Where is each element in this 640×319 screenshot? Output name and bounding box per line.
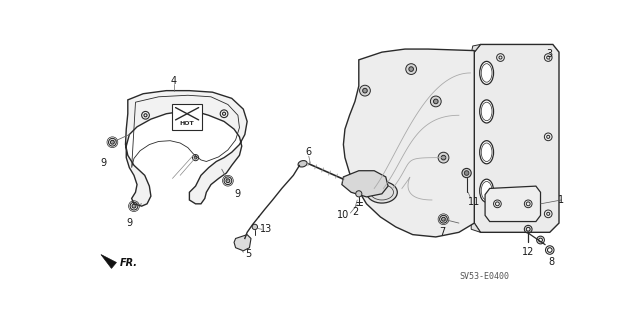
Polygon shape <box>101 255 116 268</box>
Text: 12: 12 <box>522 247 534 257</box>
Text: HOT: HOT <box>180 121 195 126</box>
Text: 3: 3 <box>546 49 552 59</box>
Text: 13: 13 <box>260 224 273 234</box>
Ellipse shape <box>480 141 493 164</box>
Circle shape <box>438 152 449 163</box>
Polygon shape <box>470 44 481 232</box>
Text: 4: 4 <box>171 76 177 85</box>
Polygon shape <box>125 91 247 206</box>
Text: 2: 2 <box>352 206 358 217</box>
Circle shape <box>409 67 413 71</box>
Circle shape <box>441 155 446 160</box>
Circle shape <box>252 224 257 230</box>
Circle shape <box>433 99 438 104</box>
Ellipse shape <box>480 100 493 123</box>
Polygon shape <box>234 235 251 251</box>
Circle shape <box>356 191 362 197</box>
Text: 5: 5 <box>244 249 251 259</box>
Text: SV53-E0400: SV53-E0400 <box>459 272 509 281</box>
Circle shape <box>431 96 441 107</box>
Text: 7: 7 <box>439 227 445 237</box>
Circle shape <box>360 85 371 96</box>
FancyBboxPatch shape <box>172 104 202 130</box>
Text: 8: 8 <box>548 256 554 267</box>
Circle shape <box>462 168 471 178</box>
Circle shape <box>111 140 115 144</box>
Text: 6: 6 <box>306 147 312 157</box>
Text: 9: 9 <box>100 158 106 168</box>
Polygon shape <box>474 44 559 232</box>
Text: 1: 1 <box>558 195 564 205</box>
Text: 9: 9 <box>234 189 240 199</box>
Text: 9: 9 <box>126 218 132 228</box>
Circle shape <box>226 179 230 183</box>
Polygon shape <box>344 49 474 237</box>
Circle shape <box>194 156 197 159</box>
Circle shape <box>442 217 445 221</box>
Text: 11: 11 <box>468 197 481 206</box>
Circle shape <box>406 64 417 74</box>
Text: 10: 10 <box>337 210 349 220</box>
Circle shape <box>464 171 469 175</box>
Ellipse shape <box>480 179 493 202</box>
Circle shape <box>132 204 136 208</box>
Circle shape <box>363 88 367 93</box>
Text: FR.: FR. <box>120 258 138 268</box>
Polygon shape <box>485 186 541 221</box>
Ellipse shape <box>480 61 493 85</box>
Ellipse shape <box>367 182 397 203</box>
Polygon shape <box>342 171 388 197</box>
Ellipse shape <box>298 160 307 167</box>
